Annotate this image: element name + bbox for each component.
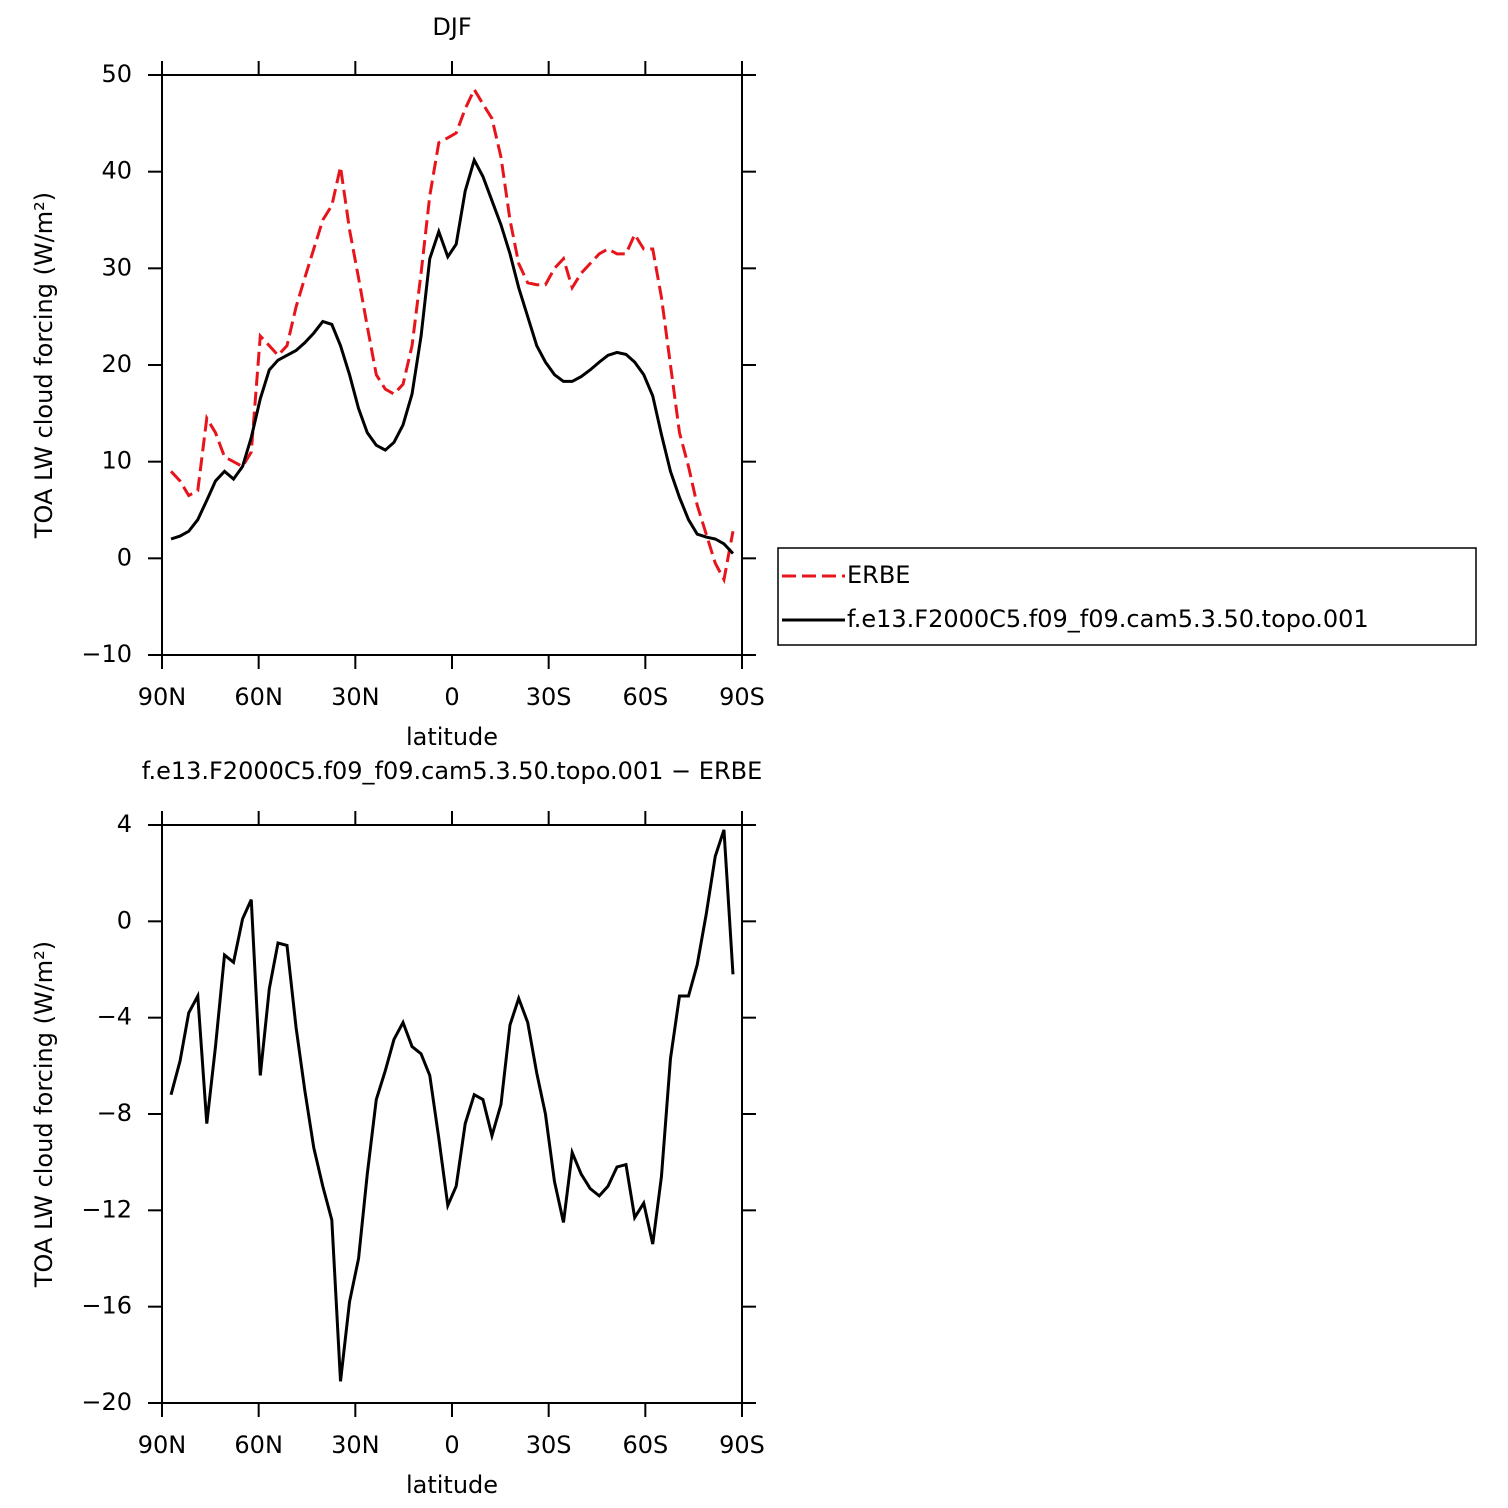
x-tick-label: 0	[444, 1431, 459, 1459]
legend-box	[777, 547, 1477, 646]
plot-frame	[161, 824, 743, 1404]
y-tick-label: 0	[117, 906, 132, 934]
x-tick-label: 60N	[234, 683, 283, 711]
x-tick-label: 30N	[331, 683, 380, 711]
x-tick-label: 90N	[138, 1431, 187, 1459]
x-tick-label: 30S	[526, 683, 572, 711]
x-tick-label: 90N	[138, 683, 187, 711]
x-tick-label: 60N	[234, 1431, 283, 1459]
data-line	[170, 156, 735, 555]
y-tick-label: −10	[81, 640, 132, 668]
y-tick-label: 4	[117, 810, 132, 838]
y-tick-label: 10	[101, 447, 132, 475]
x-axis-label: latitude	[406, 723, 498, 751]
y-axis-label: TOA LW cloud forcing (W/m²)	[30, 941, 58, 1288]
data-line	[169, 86, 735, 585]
y-tick-label: −12	[81, 1195, 132, 1223]
y-tick-label: 20	[101, 350, 132, 378]
x-axis-label: latitude	[406, 1471, 498, 1499]
y-tick-label: −16	[81, 1292, 132, 1320]
y-tick-label: 40	[101, 157, 132, 185]
chart-title: f.e13.F2000C5.f09_f09.cam5.3.50.topo.001…	[142, 757, 763, 785]
chart-title: DJF	[432, 13, 471, 41]
x-tick-label: 90S	[719, 683, 765, 711]
y-axis-label: TOA LW cloud forcing (W/m²)	[30, 192, 58, 539]
y-tick-label: −20	[81, 1388, 132, 1416]
y-tick-label: −8	[97, 1099, 132, 1127]
y-tick-label: 30	[101, 253, 132, 281]
x-tick-label: 30N	[331, 1431, 380, 1459]
data-line	[169, 829, 735, 1382]
x-tick-label: 60S	[622, 683, 668, 711]
x-tick-label: 0	[444, 683, 459, 711]
y-tick-label: 50	[101, 60, 132, 88]
x-tick-label: 30S	[526, 1431, 572, 1459]
y-tick-label: −4	[97, 1003, 132, 1031]
x-tick-label: 60S	[622, 1431, 668, 1459]
y-tick-label: 0	[117, 543, 132, 571]
legend-label: f.e13.F2000C5.f09_f09.cam5.3.50.topo.001	[847, 605, 1369, 633]
x-tick-label: 90S	[719, 1431, 765, 1459]
legend-label: ERBE	[847, 561, 910, 589]
plot-frame	[161, 74, 743, 656]
